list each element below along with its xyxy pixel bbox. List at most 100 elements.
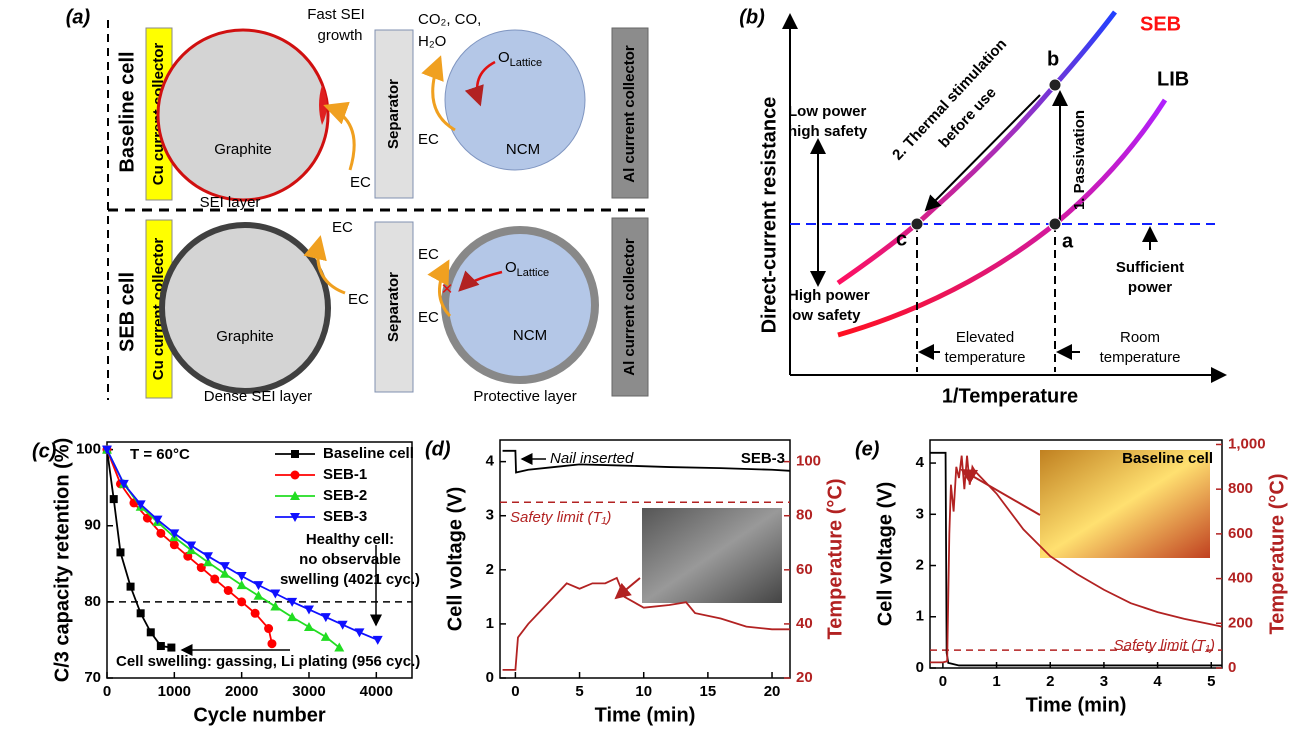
y2-axis-label: Temperature (°C) xyxy=(1266,474,1288,635)
annotation: Nail inserted xyxy=(550,450,634,467)
ncm-label: NCM xyxy=(506,141,540,158)
marker xyxy=(147,628,155,636)
x-tick-label: 4000 xyxy=(360,683,393,700)
y2-tick-label: 100 xyxy=(796,453,821,470)
oxygen-sub: Lattice xyxy=(510,57,542,69)
annotation: Safety limit (T₁) xyxy=(510,509,611,526)
y-tick-label: 3 xyxy=(916,505,924,522)
separator-label: Separator xyxy=(385,272,402,342)
legend-label: SEB-3 xyxy=(323,508,367,525)
note: 1. Passivation xyxy=(1071,110,1088,210)
x-tick-label: 0 xyxy=(511,683,519,700)
panel-label: (b) xyxy=(739,6,765,28)
x-tick-label: 3 xyxy=(1100,673,1108,690)
point xyxy=(911,218,923,230)
note: High power xyxy=(788,287,870,304)
marker xyxy=(156,529,165,538)
seb-label: SEB xyxy=(1140,13,1181,35)
ec-arrow xyxy=(326,106,354,170)
figure: (a) Baseline cell SEB cell Cu current co… xyxy=(0,0,1289,730)
marker xyxy=(116,548,124,556)
note: low safety xyxy=(788,307,861,324)
legend-marker xyxy=(291,450,299,458)
graphite xyxy=(158,30,328,200)
point xyxy=(1049,79,1061,91)
note: high safety xyxy=(788,123,868,140)
legend-marker xyxy=(291,471,300,480)
y2-tick-label: 200 xyxy=(1228,614,1253,631)
y-tick-label: 100 xyxy=(76,441,101,458)
y-axis-label: Cell voltage (V) xyxy=(444,487,466,631)
marker xyxy=(210,575,219,584)
x-tick-label: 0 xyxy=(103,683,111,700)
y-tick-label: 4 xyxy=(916,454,925,471)
separator-label: Separator xyxy=(385,79,402,149)
x-tick-label: 5 xyxy=(1207,673,1215,690)
y2-tick-label: 800 xyxy=(1228,480,1253,497)
note: temperature xyxy=(945,349,1026,366)
marker xyxy=(253,581,263,590)
al-collector-label: Al current collector xyxy=(621,45,638,183)
annotation: Safety limit (T₁) xyxy=(1114,637,1215,654)
x-tick-label: 20 xyxy=(764,683,781,700)
marker xyxy=(270,589,280,598)
point xyxy=(1049,218,1061,230)
marker xyxy=(237,572,247,581)
ncm xyxy=(445,230,595,380)
y2-tick-label: 20 xyxy=(796,669,813,686)
y2-tick-label: 0 xyxy=(1228,659,1236,676)
x-tick-label: 1 xyxy=(992,673,1000,690)
note: Low power xyxy=(788,103,866,120)
x-tick-label: 2000 xyxy=(225,683,258,700)
annotation: swelling (4021 cyc.) xyxy=(280,571,420,588)
point-label: c xyxy=(896,228,907,250)
marker xyxy=(186,542,196,551)
gas-label: H₂O xyxy=(418,33,446,50)
note: Elevated xyxy=(956,329,1014,346)
point-label: a xyxy=(1062,230,1074,252)
y-axis-label: Cell voltage (V) xyxy=(874,482,896,626)
note: temperature xyxy=(1100,349,1181,366)
marker xyxy=(251,609,260,618)
marker xyxy=(287,612,297,621)
marker xyxy=(167,644,175,652)
y-axis-label: C/3 capacity retention (%) xyxy=(51,438,73,683)
y2-tick-label: 40 xyxy=(796,615,813,632)
y-tick-label: 1 xyxy=(486,615,494,632)
oxygen-sub: Lattice xyxy=(517,267,549,279)
y2-tick-label: 600 xyxy=(1228,525,1253,542)
marker xyxy=(270,601,280,610)
sei-label: SEI layer xyxy=(200,194,261,211)
marker xyxy=(224,586,233,595)
oxygen: O xyxy=(505,259,517,276)
y2-tick-label: 1,000 xyxy=(1228,435,1266,452)
x-tick-label: 5 xyxy=(575,683,583,700)
series-line xyxy=(107,450,339,648)
y-tick-label: 90 xyxy=(84,517,101,534)
y2-tick-label: 60 xyxy=(796,561,813,578)
y-axis-label: Direct-current resistance xyxy=(758,97,780,334)
panel-label: (e) xyxy=(855,438,880,460)
y2-tick-label: 400 xyxy=(1228,570,1253,587)
y-tick-label: 0 xyxy=(486,669,494,686)
graphite-label: Graphite xyxy=(214,141,272,158)
y-tick-label: 4 xyxy=(486,453,495,470)
row-label: Baseline cell xyxy=(116,51,138,172)
x-tick-label: 3000 xyxy=(292,683,325,700)
x-axis-label: 1/Temperature xyxy=(942,385,1078,407)
marker xyxy=(321,613,331,622)
y-tick-label: 2 xyxy=(916,556,924,573)
x-tick-label: 2 xyxy=(1046,673,1054,690)
ec-label: EC xyxy=(418,131,439,148)
x-axis-label: Cycle number xyxy=(193,704,325,726)
ncm-label: NCM xyxy=(513,327,547,344)
panel-label: (c) xyxy=(32,440,57,462)
marker xyxy=(220,562,230,571)
oxygen: O xyxy=(498,49,510,66)
marker xyxy=(338,621,348,630)
annotation: SEB-3 xyxy=(741,450,785,467)
sei-label: Dense SEI layer xyxy=(204,388,312,405)
annotation: Healthy cell: xyxy=(306,531,394,548)
row-label: SEB cell xyxy=(116,272,138,352)
x-tick-label: 4 xyxy=(1153,673,1162,690)
